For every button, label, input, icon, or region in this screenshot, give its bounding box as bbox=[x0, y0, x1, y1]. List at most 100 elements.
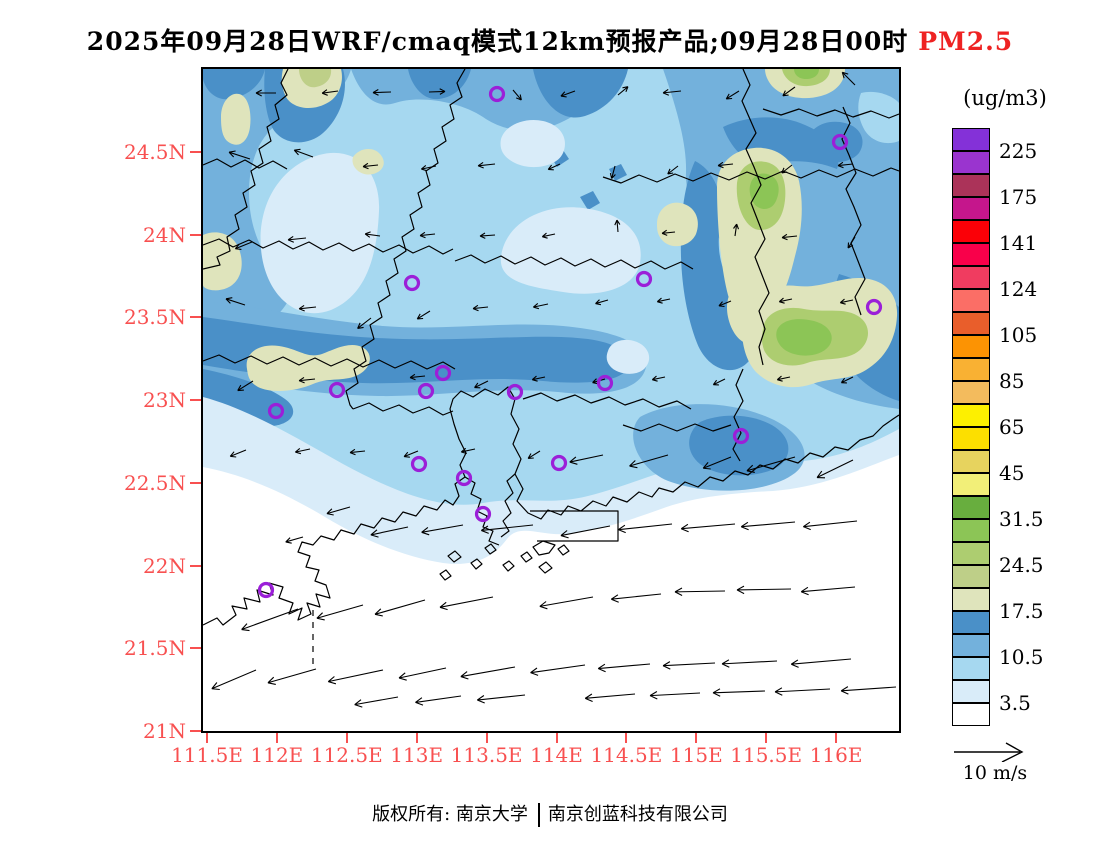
wind-arrow bbox=[532, 302, 549, 310]
wind-arrow bbox=[416, 310, 431, 320]
colorbar-cell bbox=[952, 634, 990, 657]
wind-arrow bbox=[479, 232, 496, 239]
boundary-line bbox=[557, 544, 570, 556]
lat-label: 21N bbox=[143, 718, 186, 743]
colorbar-cell bbox=[952, 220, 990, 243]
wind-arrow bbox=[370, 526, 409, 538]
boundary-line bbox=[345, 69, 466, 410]
wind-arrow bbox=[736, 585, 792, 595]
colorbar-cell bbox=[952, 427, 990, 450]
wind-arrow bbox=[816, 459, 854, 479]
wind-arrow bbox=[234, 241, 253, 250]
station-marker bbox=[410, 455, 428, 473]
station-marker bbox=[596, 374, 614, 392]
colorbar-cell bbox=[952, 657, 990, 680]
map-canvas bbox=[203, 69, 899, 731]
wind-arrow bbox=[733, 223, 740, 237]
lat-tick bbox=[190, 647, 201, 650]
wind-arrow bbox=[651, 375, 666, 382]
lat-label: 22.5N bbox=[123, 470, 186, 495]
colorbar-unit-label: (ug/m3) bbox=[963, 86, 1047, 110]
lat-tick bbox=[190, 481, 201, 484]
lon-label: 115.5E bbox=[730, 743, 803, 767]
wind-arrow bbox=[662, 88, 682, 96]
lon-label: 116E bbox=[809, 743, 863, 767]
wind-arrow bbox=[357, 317, 372, 330]
wind-arrow bbox=[237, 380, 254, 392]
boundary-line bbox=[454, 254, 694, 270]
colorbar-cell bbox=[952, 266, 990, 289]
wind-arrow bbox=[595, 299, 609, 306]
wind-arrow bbox=[680, 523, 736, 533]
contour-region bbox=[500, 119, 565, 168]
wind-arrow bbox=[287, 235, 307, 243]
wind-arrow bbox=[774, 687, 831, 696]
boundary-line bbox=[203, 386, 899, 626]
colorbar-cell bbox=[952, 588, 990, 611]
wind-arrow bbox=[374, 599, 426, 617]
station-marker bbox=[403, 274, 421, 292]
wind-arrow bbox=[354, 696, 399, 708]
wind-arrow bbox=[293, 148, 314, 158]
lon-tick bbox=[485, 733, 488, 743]
lon-label: 112.5E bbox=[310, 743, 383, 767]
station-marker bbox=[488, 85, 506, 103]
wind-arrow bbox=[569, 454, 604, 465]
colorbar-tick-label: 65 bbox=[999, 415, 1025, 439]
wind-arrow bbox=[712, 378, 726, 386]
wind-arrow bbox=[721, 659, 778, 668]
colorbar-cell bbox=[952, 450, 990, 473]
forecast-map bbox=[201, 67, 901, 733]
station-marker bbox=[257, 581, 275, 599]
station-markers bbox=[257, 85, 883, 599]
colorbar-tick-label: 17.5 bbox=[999, 599, 1044, 623]
wind-arrow bbox=[539, 596, 594, 610]
colorbar-cell bbox=[952, 381, 990, 404]
colorbar-tick-label: 175 bbox=[999, 185, 1038, 209]
wind-arrow bbox=[841, 71, 856, 86]
wind-arrow bbox=[776, 375, 791, 382]
wind-arrow bbox=[512, 89, 522, 101]
lon-label: 112E bbox=[250, 743, 304, 767]
contour-region bbox=[858, 91, 899, 144]
wind-arrow bbox=[609, 165, 616, 179]
boundary-line bbox=[470, 558, 483, 570]
contour-region bbox=[500, 207, 641, 294]
colorbar-cell bbox=[952, 197, 990, 220]
colorbar-cell bbox=[952, 151, 990, 174]
wind-arrow bbox=[610, 593, 662, 603]
wind-arrow bbox=[662, 661, 716, 670]
wind-arrow bbox=[476, 694, 526, 704]
wind-arrow bbox=[629, 454, 669, 469]
wind-arrow bbox=[541, 232, 556, 239]
contour-fills bbox=[203, 69, 899, 731]
station-marker bbox=[865, 298, 883, 316]
colorbar-cell bbox=[952, 174, 990, 197]
contour-region bbox=[606, 339, 650, 374]
lon-tick bbox=[695, 733, 698, 743]
copyright-owner: 版权所有: 南京大学 bbox=[372, 804, 528, 825]
colorbar-tick-label: 31.5 bbox=[999, 507, 1044, 531]
boundary-line bbox=[500, 473, 516, 538]
wind-arrow bbox=[781, 233, 798, 241]
wind-arrow bbox=[460, 447, 476, 455]
wind-arrow bbox=[225, 297, 246, 306]
boundary-line bbox=[741, 69, 770, 366]
wind-arrow bbox=[560, 525, 611, 539]
contour-region bbox=[352, 148, 384, 175]
title-text: 2025年09月28日WRF/cmaq模式12km预报产品;09月28日00时 bbox=[86, 27, 909, 56]
wind-arrow bbox=[800, 586, 856, 596]
lat-label: 24.5N bbox=[123, 140, 186, 164]
wind-arrow bbox=[617, 86, 629, 96]
contour-region bbox=[533, 69, 628, 118]
colorbar-tick-label: 24.5 bbox=[999, 553, 1044, 577]
wind-arrow bbox=[229, 449, 247, 458]
boundary-line bbox=[520, 551, 533, 563]
station-marker bbox=[267, 402, 285, 420]
boundary-line bbox=[203, 238, 454, 255]
boundary-line bbox=[203, 158, 288, 170]
wind-arrow bbox=[428, 88, 446, 95]
wind-reference-arrow-icon bbox=[954, 742, 1024, 763]
wind-arrow bbox=[781, 164, 793, 174]
wind-arrow bbox=[298, 304, 317, 312]
